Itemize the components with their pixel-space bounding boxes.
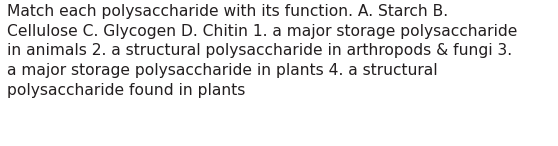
Text: Match each polysaccharide with its function. A. Starch B.
Cellulose C. Glycogen : Match each polysaccharide with its funct… xyxy=(7,4,518,98)
